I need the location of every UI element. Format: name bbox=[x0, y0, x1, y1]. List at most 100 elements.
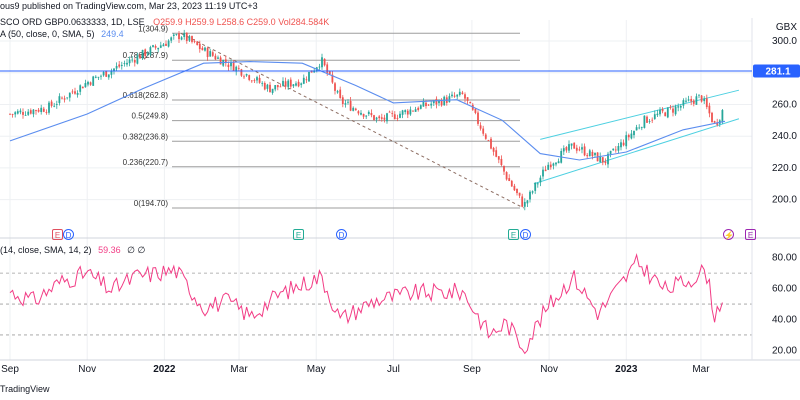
time-tick-label: Mar bbox=[692, 364, 710, 375]
candle-body bbox=[609, 150, 612, 154]
candle-body bbox=[591, 151, 594, 157]
candle-body bbox=[183, 33, 186, 37]
candle-body bbox=[373, 115, 375, 121]
candle-body bbox=[549, 164, 552, 168]
candle-body bbox=[565, 147, 568, 151]
candle-body bbox=[365, 115, 368, 117]
candle-body bbox=[323, 58, 326, 66]
candle-body bbox=[547, 164, 550, 170]
candle-body bbox=[417, 107, 420, 111]
candle-body bbox=[516, 188, 518, 194]
candle-body bbox=[464, 94, 466, 99]
candle-body bbox=[79, 85, 82, 92]
event-badge[interactable]: ⚡ bbox=[723, 229, 734, 240]
candle-body bbox=[440, 100, 443, 106]
event-badge[interactable]: E bbox=[508, 229, 519, 240]
tradingview-watermark: TradingView bbox=[0, 384, 50, 394]
candle-body bbox=[48, 102, 50, 113]
event-badge[interactable]: D bbox=[520, 229, 531, 240]
candle-body bbox=[191, 36, 193, 42]
candle-body bbox=[399, 113, 401, 118]
candle-body bbox=[269, 84, 271, 93]
candle-body bbox=[482, 128, 485, 134]
candle-body bbox=[503, 165, 505, 172]
candle-body bbox=[344, 103, 347, 105]
candle-body bbox=[646, 116, 648, 123]
channel-lower-line bbox=[533, 118, 740, 185]
candle-body bbox=[295, 83, 297, 86]
candle-body bbox=[401, 110, 404, 115]
candle-body bbox=[555, 162, 557, 165]
candle-body bbox=[37, 109, 40, 112]
candle-body bbox=[513, 185, 516, 191]
candle-body bbox=[154, 46, 157, 48]
header-symbol-line: SCO ORD GBP0.0633333, 1D, LSE O259.9 H25… bbox=[0, 17, 329, 27]
candle-body bbox=[334, 83, 336, 91]
candle-body bbox=[700, 95, 703, 102]
candle-body bbox=[113, 68, 115, 71]
candle-body bbox=[617, 146, 620, 151]
current-price-tag: 281.1 bbox=[753, 64, 800, 78]
ohlc-values: O259.9 H259.9 L258.6 C259.0 Vol284.584K bbox=[153, 17, 330, 27]
candle-body bbox=[22, 112, 24, 115]
candle-body bbox=[240, 69, 243, 76]
event-badge[interactable]: E bbox=[293, 229, 304, 240]
candle-body bbox=[282, 80, 284, 86]
candle-body bbox=[248, 75, 251, 80]
candle-body bbox=[474, 108, 477, 113]
event-badge[interactable]: D bbox=[336, 229, 347, 240]
candle-body bbox=[412, 110, 414, 112]
candle-body bbox=[388, 111, 391, 113]
candle-body bbox=[391, 113, 394, 114]
candle-body bbox=[29, 110, 32, 114]
candle-body bbox=[570, 143, 573, 146]
fib-level-label: 0.5(249.8) bbox=[132, 112, 169, 121]
candle-body bbox=[284, 81, 287, 87]
rsi-tick-label: 60.00 bbox=[772, 284, 797, 295]
candle-body bbox=[648, 121, 651, 122]
current-price-tag-text: 281.1 bbox=[765, 67, 790, 78]
candle-body bbox=[302, 77, 305, 84]
candle-body bbox=[354, 108, 357, 111]
candle-body bbox=[76, 92, 79, 95]
candle-body bbox=[685, 100, 687, 102]
candle-body bbox=[279, 86, 282, 88]
candle-body bbox=[367, 111, 370, 115]
candle-body bbox=[622, 142, 625, 146]
fib-level-label: 0(194.70) bbox=[134, 199, 169, 208]
time-tick-label: 2023 bbox=[615, 364, 638, 375]
candle-body bbox=[557, 161, 560, 164]
candle-body bbox=[542, 169, 544, 177]
candle-body bbox=[484, 134, 487, 139]
candle-body bbox=[84, 83, 87, 88]
ma-legend-value: 249.4 bbox=[101, 29, 124, 39]
candle-body bbox=[461, 92, 464, 94]
event-badge[interactable]: E bbox=[52, 229, 63, 240]
candle-body bbox=[419, 105, 422, 109]
channel-upper-line bbox=[540, 89, 740, 140]
event-badge[interactable]: E bbox=[745, 229, 756, 240]
rsi-legend-label: (14, close, SMA, 14, 2) bbox=[0, 245, 92, 255]
candle-body bbox=[500, 158, 503, 166]
candle-body bbox=[505, 172, 508, 180]
candle-body bbox=[50, 101, 53, 106]
candle-body bbox=[339, 89, 342, 98]
candle-body bbox=[55, 104, 58, 106]
candle-body bbox=[552, 163, 555, 166]
candle-body bbox=[204, 47, 206, 51]
event-badge[interactable]: D bbox=[63, 229, 74, 240]
candle-body bbox=[232, 62, 235, 72]
candle-body bbox=[583, 146, 586, 156]
candle-body bbox=[45, 112, 48, 113]
candle-body bbox=[713, 121, 716, 123]
candle-body bbox=[214, 55, 217, 60]
candle-body bbox=[425, 102, 427, 107]
time-tick-label: Mar bbox=[230, 364, 248, 375]
candle-body bbox=[219, 57, 222, 65]
candle-body bbox=[287, 80, 290, 87]
candle-body bbox=[620, 142, 622, 148]
candle-body bbox=[581, 147, 583, 150]
candle-body bbox=[14, 112, 17, 115]
candle-body bbox=[274, 85, 277, 90]
time-tick-label: Sep bbox=[463, 364, 481, 375]
